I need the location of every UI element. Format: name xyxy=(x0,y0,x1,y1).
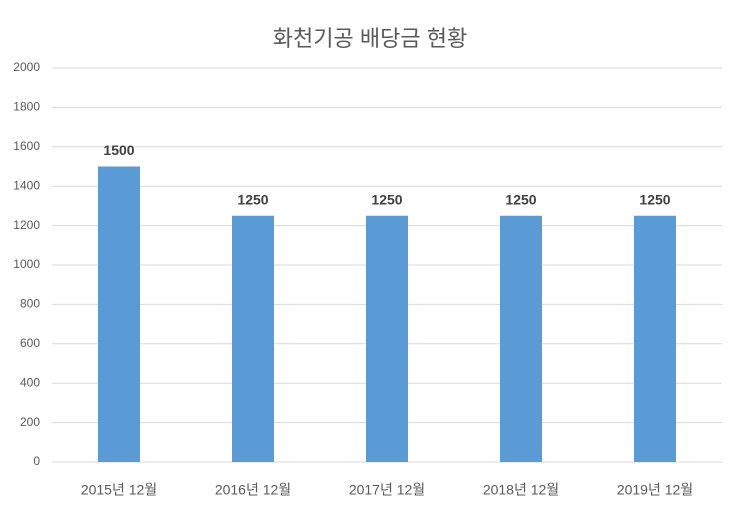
bar xyxy=(500,215,542,462)
bar xyxy=(98,166,140,462)
x-tick-label: 2019년 12월 xyxy=(617,482,693,498)
bar xyxy=(366,215,408,462)
data-label: 1250 xyxy=(237,191,268,207)
y-tick-label: 2000 xyxy=(13,60,40,74)
x-tick-label: 2017년 12월 xyxy=(349,482,425,498)
bar xyxy=(232,215,274,462)
x-tick-label: 2016년 12월 xyxy=(215,482,291,498)
data-label: 1250 xyxy=(371,191,402,207)
y-tick-label: 0 xyxy=(33,454,40,468)
y-tick-label: 1400 xyxy=(13,178,40,192)
x-tick-label: 2018년 12월 xyxy=(483,482,559,498)
y-tick-label: 800 xyxy=(20,297,40,311)
data-label: 1250 xyxy=(639,191,670,207)
data-label: 1250 xyxy=(505,191,536,207)
y-tick-label: 200 xyxy=(20,415,40,429)
data-label: 1500 xyxy=(103,142,134,158)
y-tick-label: 1600 xyxy=(13,139,40,153)
y-tick-label: 400 xyxy=(20,375,40,389)
chart-title: 화천기공 배당금 현황 xyxy=(273,26,467,51)
x-tick-label: 2015년 12월 xyxy=(81,482,157,498)
y-tick-label: 1800 xyxy=(13,100,40,114)
bar xyxy=(634,215,676,462)
y-tick-label: 600 xyxy=(20,336,40,350)
y-tick-label: 1200 xyxy=(13,218,40,232)
y-tick-label: 1000 xyxy=(13,257,40,271)
